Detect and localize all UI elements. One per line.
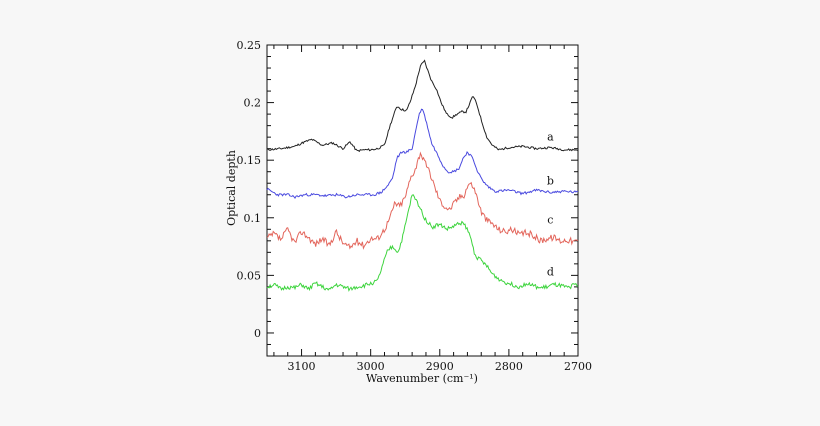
x-tick-label: 3000 [357,360,385,373]
y-axis-title: Optical depth [225,150,238,226]
series-line-b [266,108,579,200]
series-labels: a b c d [547,131,554,279]
series-line-c [266,151,579,250]
x-tick-label: 2700 [564,360,592,373]
x-axis-title: Wavenumber (cm⁻¹) [366,372,478,385]
y-tick-label: 0.25 [237,39,262,52]
y-tick-label: 0.15 [237,154,262,167]
y-tick-label: 0.05 [237,269,262,282]
x-tick-label: 2900 [426,360,454,373]
y-tick-label: 0.1 [244,212,262,225]
series-label-b: b [547,174,554,187]
series-label-a: a [547,131,554,144]
series-label-d: d [547,265,554,278]
x-tick-label: 2800 [495,360,523,373]
series-label-c: c [547,214,553,227]
axis-ticks: 3100 3000 2900 2800 2700 0 0.05 0.1 0.15 0.2 0.25 [237,39,593,373]
series-line-a [266,59,579,153]
plot-frame-group [266,44,579,357]
plot-frame [266,44,579,357]
series-line-d [266,194,579,292]
y-tick-label: 0.2 [244,97,262,110]
x-tick-label: 3100 [288,360,316,373]
spectra-series [266,59,579,292]
y-tick-label: 0 [254,327,261,340]
